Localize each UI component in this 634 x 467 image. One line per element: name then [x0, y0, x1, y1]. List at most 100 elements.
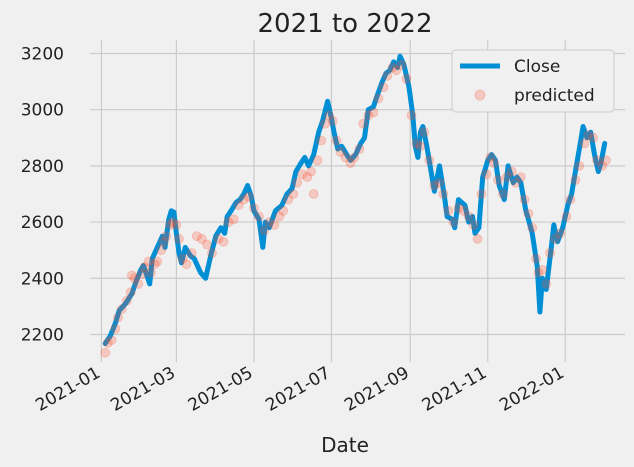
y-tick-label: 2400	[21, 269, 64, 289]
predicted-point	[555, 228, 566, 239]
predicted-point	[537, 264, 548, 275]
predicted-point	[507, 166, 517, 177]
predicted-point	[396, 59, 407, 70]
predicted-point	[527, 222, 538, 233]
predicted-point	[489, 158, 500, 168]
legend-close-label: Close	[514, 57, 560, 77]
y-tick-label: 2200	[21, 325, 64, 345]
predicted-point	[218, 236, 229, 247]
predicted-point	[515, 172, 526, 183]
predicted-point	[127, 270, 137, 281]
predicted-point	[501, 172, 512, 183]
predicted-point	[125, 287, 136, 298]
predicted-point	[167, 217, 178, 227]
predicted-point	[106, 335, 117, 345]
predicted-point	[146, 267, 156, 278]
predicted-point	[233, 200, 244, 211]
predicted-point	[340, 152, 351, 163]
predicted-point	[149, 259, 160, 270]
x-axis-label: Date	[321, 433, 369, 457]
predicted-point	[448, 217, 459, 227]
predicted-point	[213, 234, 224, 244]
predicted-point	[545, 248, 555, 258]
predicted-series	[100, 59, 611, 358]
predicted-point	[429, 180, 440, 191]
predicted-point	[354, 144, 365, 154]
predicted-point	[592, 155, 602, 166]
predicted-point	[597, 160, 608, 171]
legend-predicted-swatch	[474, 89, 486, 101]
predicted-point	[406, 110, 417, 121]
predicted-point	[363, 110, 374, 121]
predicted-point	[171, 219, 182, 230]
predicted-point	[143, 256, 154, 267]
predicted-point	[283, 194, 294, 205]
predicted-point	[468, 219, 479, 230]
predicted-point	[382, 71, 393, 81]
predicted-point	[249, 203, 259, 213]
predicted-point	[302, 172, 313, 183]
predicted-point	[541, 278, 552, 289]
predicted-point	[139, 262, 150, 272]
predicted-point	[297, 169, 308, 180]
chart-title: 2021 to 2022	[258, 9, 433, 39]
predicted-point	[424, 155, 435, 166]
predicted-point	[288, 189, 299, 199]
predicted-point	[278, 205, 289, 216]
predicted-point	[264, 217, 275, 227]
predicted-point	[498, 189, 508, 199]
predicted-point	[324, 110, 334, 121]
close-line	[102, 53, 608, 346]
predicted-point	[378, 82, 389, 93]
predicted-point	[202, 239, 212, 250]
predicted-point	[476, 189, 487, 199]
predicted-point	[129, 273, 140, 284]
predicted-point	[458, 205, 469, 216]
predicted-point	[401, 73, 412, 84]
predicted-point	[510, 177, 521, 188]
predicted-point	[588, 132, 599, 143]
predicted-point	[243, 191, 254, 202]
predicted-point	[419, 127, 430, 138]
predicted-point	[481, 169, 492, 180]
predicted-point	[308, 189, 319, 199]
close-series	[102, 53, 608, 346]
predicted-point	[274, 211, 285, 222]
predicted-point	[327, 116, 338, 126]
predicted-point	[269, 219, 280, 230]
predicted-point	[415, 141, 426, 152]
predicted-point	[387, 62, 398, 73]
predicted-point	[574, 160, 585, 171]
predicted-point	[228, 214, 239, 225]
predicted-point	[191, 231, 202, 242]
predicted-point	[152, 256, 163, 267]
predicted-point	[312, 155, 323, 166]
predicted-point	[565, 194, 576, 205]
predicted-point	[443, 205, 454, 216]
predicted-point	[438, 189, 449, 199]
predicted-point	[368, 107, 379, 118]
predicted-point	[113, 312, 123, 323]
predicted-point	[570, 175, 581, 185]
predicted-point	[161, 231, 172, 242]
predicted-point	[345, 158, 356, 168]
predicted-point	[254, 211, 264, 222]
predicted-point	[316, 135, 327, 146]
predicted-point	[292, 177, 303, 188]
y-tick-label: 2800	[21, 157, 64, 177]
predicted-point	[116, 304, 127, 315]
predicted-point	[181, 259, 192, 270]
predicted-point	[196, 234, 207, 244]
predicted-point	[485, 152, 496, 163]
predicted-point	[463, 211, 474, 222]
predicted-point	[601, 155, 611, 166]
predicted-point	[133, 278, 144, 289]
predicted-point	[100, 347, 111, 358]
predicted-point	[165, 219, 175, 230]
y-tick-label: 3000	[21, 101, 64, 121]
predicted-point	[259, 225, 269, 236]
predicted-point	[306, 166, 317, 177]
predicted-point	[102, 337, 113, 348]
predicted-point	[349, 152, 360, 163]
